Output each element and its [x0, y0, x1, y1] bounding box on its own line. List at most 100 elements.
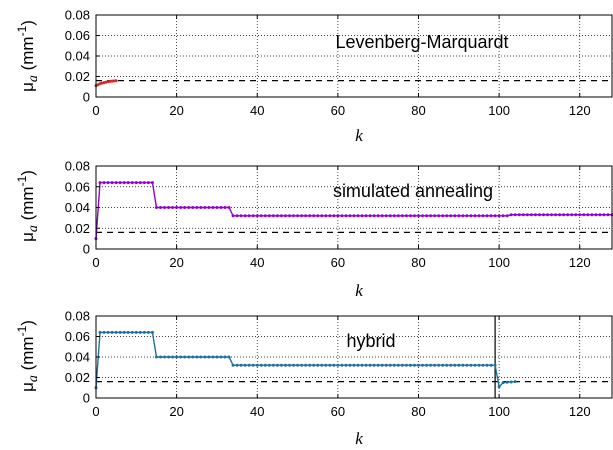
- data-point: [292, 363, 296, 367]
- y-tick-label-0: 0: [83, 391, 90, 406]
- data-point: [251, 363, 255, 367]
- data-point: [98, 330, 102, 334]
- y-tick-label-4: 0.08: [65, 8, 90, 23]
- data-point: [255, 214, 259, 218]
- data-point: [183, 206, 187, 209]
- data-point: [546, 213, 549, 217]
- data-point: [392, 363, 396, 367]
- data-point: [441, 214, 445, 218]
- x-tick-label-5: 100: [488, 404, 510, 419]
- x-tick-label-4: 80: [411, 404, 425, 419]
- data-point: [195, 355, 199, 359]
- data-point: [598, 213, 602, 217]
- x-tick-label-4: 80: [411, 103, 425, 118]
- data-point: [477, 363, 481, 367]
- data-point: [380, 363, 384, 367]
- data-point: [558, 213, 562, 217]
- data-point: [231, 214, 235, 218]
- data-point: [513, 380, 517, 384]
- data-point: [445, 214, 449, 218]
- y-tick-label-3: 0.06: [65, 329, 90, 344]
- data-point: [541, 213, 545, 217]
- data-point: [142, 181, 146, 185]
- data-point: [267, 214, 271, 218]
- data-point: [336, 363, 340, 367]
- data-point: [167, 206, 171, 209]
- data-point: [465, 363, 469, 367]
- data-point: [437, 214, 441, 218]
- data-point: [130, 330, 134, 334]
- data-point: [449, 214, 453, 218]
- data-point: [497, 385, 501, 389]
- x-tick-label-0: 0: [92, 255, 99, 270]
- data-point: [199, 206, 203, 209]
- data-point: [521, 213, 525, 217]
- data-point: [324, 363, 328, 367]
- x-tick-label-1: 20: [169, 404, 183, 419]
- data-point: [417, 214, 420, 218]
- data-point: [191, 206, 195, 209]
- data-point: [150, 330, 154, 334]
- data-point: [376, 214, 380, 218]
- data-point: [247, 363, 251, 367]
- panel-3-x-axis-label: k: [355, 429, 363, 448]
- y-tick-label-0: 0: [83, 90, 90, 105]
- panel-2-y-axis-label: μa (mm-1): [15, 170, 41, 242]
- data-point: [408, 214, 412, 218]
- data-point: [449, 363, 453, 367]
- data-point: [316, 363, 320, 367]
- data-point: [509, 380, 513, 384]
- data-point: [461, 363, 465, 367]
- data-point: [336, 214, 340, 218]
- data-point: [469, 214, 473, 218]
- panel-2-series: [94, 181, 613, 241]
- data-point: [513, 213, 517, 217]
- data-point: [356, 214, 360, 218]
- y-tick-label-1: 0.02: [65, 370, 90, 385]
- panel-levenberg-marquardt: 0 20 40 60 80 100 120 0 0.02 0.04 0.06 0.08 Levenbe…: [15, 8, 613, 145]
- data-point: [400, 214, 404, 218]
- data-point: [384, 214, 388, 218]
- data-point: [114, 79, 118, 83]
- data-point: [392, 214, 396, 218]
- data-point: [304, 214, 308, 218]
- data-point: [364, 363, 368, 367]
- data-point: [150, 181, 154, 185]
- data-point: [275, 363, 279, 367]
- data-point: [167, 355, 171, 359]
- data-point: [231, 363, 235, 367]
- data-point: [505, 380, 509, 384]
- data-point: [388, 214, 392, 218]
- data-point: [98, 181, 102, 185]
- data-point: [501, 214, 505, 218]
- data-point: [493, 214, 497, 218]
- data-point: [344, 214, 348, 218]
- data-point: [288, 214, 291, 218]
- data-point: [497, 214, 501, 218]
- x-tick-label-6: 120: [569, 103, 591, 118]
- data-point: [235, 363, 239, 367]
- data-point: [461, 214, 465, 218]
- x-tick-label-6: 120: [569, 404, 591, 419]
- data-point: [453, 214, 457, 218]
- data-point: [275, 214, 279, 218]
- data-point: [118, 330, 122, 334]
- data-point: [134, 181, 138, 185]
- data-point: [304, 363, 308, 367]
- data-point: [102, 181, 106, 185]
- y-tick-label-2: 0.04: [65, 350, 90, 365]
- data-point: [199, 355, 203, 359]
- data-point: [239, 214, 243, 218]
- data-point: [400, 363, 404, 367]
- data-point: [223, 206, 227, 209]
- data-point: [348, 214, 352, 218]
- data-point: [283, 363, 287, 367]
- data-point: [271, 363, 275, 367]
- data-point: [159, 355, 162, 359]
- data-point: [566, 213, 570, 217]
- data-point: [163, 355, 167, 359]
- panel-1-ticks: 0 20 40 60 80 100 120 0 0.02 0.04 0.06 0.08: [65, 8, 591, 119]
- data-point: [417, 363, 420, 367]
- data-point: [360, 363, 364, 367]
- data-point: [215, 206, 219, 209]
